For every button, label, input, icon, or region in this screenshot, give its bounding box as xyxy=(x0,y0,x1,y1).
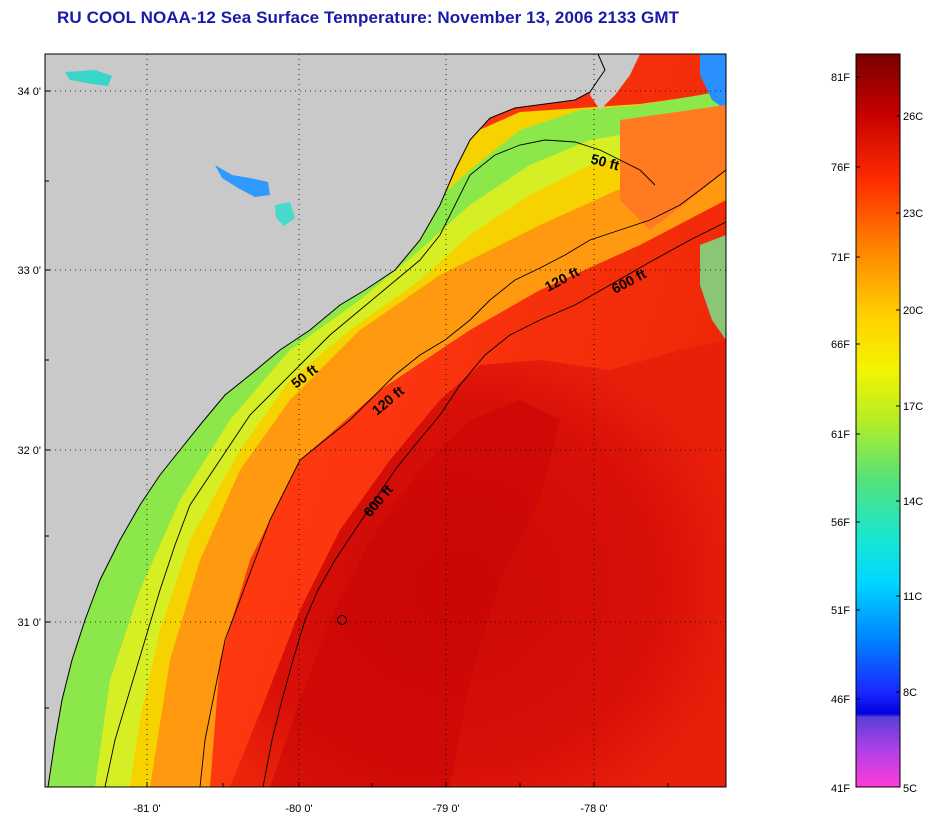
lat-label-33: 33 0' xyxy=(17,265,41,277)
contour-120ft xyxy=(199,169,726,787)
cb-c-26: 26C xyxy=(903,111,923,123)
temperature-colorbar: 81F 76F 71F 66F 61F 56F 51F 46F 41F 26C … xyxy=(831,53,923,795)
colorbar-ticks xyxy=(856,76,900,700)
cb-c-8: 8C xyxy=(903,687,917,699)
lon-label-81: -81 0' xyxy=(133,803,160,815)
cb-f-76: 76F xyxy=(831,162,850,174)
contour-label-50ft-north: 50 ft xyxy=(589,150,621,173)
cb-f-51: 51F xyxy=(831,605,850,617)
cb-c-5: 5C xyxy=(903,783,917,795)
cb-c-11: 11C xyxy=(903,591,922,603)
cb-f-61: 61F xyxy=(831,429,850,441)
cb-c-20: 20C xyxy=(903,305,923,317)
cb-f-66: 66F xyxy=(831,339,850,351)
pamlico-land-edge xyxy=(590,54,640,110)
colorbar-gradient xyxy=(855,53,901,788)
offshore-warm-lobe xyxy=(620,105,726,230)
map-title: RU COOL NOAA-12 Sea Surface Temperature:… xyxy=(57,8,680,27)
cb-f-81: 81F xyxy=(831,72,850,84)
cb-f-46: 46F xyxy=(831,694,850,706)
cb-f-56: 56F xyxy=(831,517,850,529)
offshore-cool-patch-e xyxy=(700,235,726,340)
lake-marion-water xyxy=(215,165,270,197)
cb-f-71: 71F xyxy=(831,252,850,264)
nearshore-yellowgreen-band xyxy=(95,112,726,787)
cb-c-23: 23C xyxy=(903,208,923,220)
lon-label-80: -80 0' xyxy=(285,803,312,815)
pee-dee-lake-water xyxy=(65,70,112,86)
contour-600ft xyxy=(262,221,726,787)
cb-c-17: 17C xyxy=(903,401,923,413)
lon-label-78: -78 0' xyxy=(580,803,607,815)
offshore-cool-patch-ne xyxy=(700,54,726,110)
coastline xyxy=(47,54,606,787)
contour-50ft xyxy=(104,139,656,787)
map-frame xyxy=(44,53,727,788)
sst-map: 50 ft 120 ft 600 ft 50 ft 120 ft 600 ft xyxy=(45,54,726,787)
lon-label-79: -79 0' xyxy=(432,803,459,815)
lat-label-31: 31 0' xyxy=(17,617,41,629)
graticule xyxy=(45,54,726,787)
cb-c-14: 14C xyxy=(903,496,923,508)
lat-label-34: 34 0' xyxy=(17,86,41,98)
land-mass xyxy=(45,54,605,787)
cb-f-41: 41F xyxy=(831,783,850,795)
axis-ticks xyxy=(45,90,669,787)
station-marker xyxy=(337,615,347,625)
lat-label-32: 32 0' xyxy=(17,445,41,457)
lake-moultrie-water xyxy=(275,202,295,226)
gulf-stream-deep-core xyxy=(270,400,560,787)
